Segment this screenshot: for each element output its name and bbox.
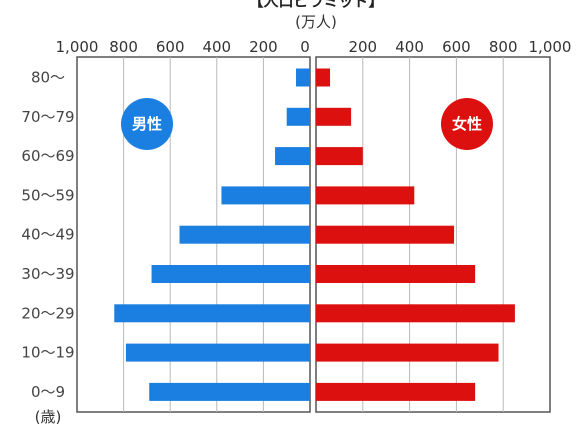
y-category-label: 50～59 xyxy=(21,186,74,204)
bar-male xyxy=(151,265,310,283)
male-legend-label: 男性 xyxy=(132,115,162,133)
x-tick-right: 400 xyxy=(395,38,424,56)
y-category-label: 10～19 xyxy=(21,344,74,362)
x-tick-left: 800 xyxy=(109,38,138,56)
bar-male xyxy=(286,107,310,126)
bar-female xyxy=(316,382,476,401)
unit-label: (万人) xyxy=(295,13,337,31)
x-tick-right: 600 xyxy=(442,38,471,56)
male-badge: 男性 xyxy=(121,98,173,150)
bar-male xyxy=(179,225,310,244)
bar-female xyxy=(316,304,515,323)
x-tick-left: 0 xyxy=(300,38,310,56)
bar-female xyxy=(316,147,363,166)
y-category-label: 20～29 xyxy=(21,304,74,322)
x-tick-right: 1,000 xyxy=(529,38,572,56)
bar-male xyxy=(125,343,311,362)
bar-female xyxy=(316,68,331,87)
male-badge-circle xyxy=(121,98,173,150)
x-tick-right: 200 xyxy=(348,38,377,56)
female-badge-circle xyxy=(441,98,493,150)
bar-male xyxy=(149,382,310,401)
bar-male xyxy=(296,68,310,87)
bar-female xyxy=(316,186,415,205)
y-unit-label: (歳) xyxy=(35,408,62,426)
bar-female xyxy=(316,225,455,244)
x-tick-left: 200 xyxy=(249,38,278,56)
bar-male xyxy=(114,304,310,323)
bar-male xyxy=(275,147,310,166)
chart-title: 【人口ピラミッド】 xyxy=(248,0,383,10)
x-tick-right: 800 xyxy=(489,38,518,56)
bar-female xyxy=(316,343,499,362)
bar-female xyxy=(316,265,476,283)
female-badge: 女性 xyxy=(441,98,493,150)
y-category-label: 60～69 xyxy=(21,147,74,165)
y-category-label: 0～9 xyxy=(31,383,65,401)
x-tick-left: 600 xyxy=(156,38,185,56)
y-category-label: 80～ xyxy=(31,69,65,87)
y-category-label: 30～39 xyxy=(21,265,74,283)
bar-male xyxy=(221,186,310,205)
y-category-label: 70～79 xyxy=(21,108,74,126)
x-tick-left: 1,000 xyxy=(56,38,99,56)
bar-female xyxy=(316,107,352,126)
y-category-label: 40～49 xyxy=(21,226,74,244)
labels: 1,000 800 600 400 200 0 200 400 600 800 1,000 80～ 70… xyxy=(21,38,571,401)
female-legend-label: 女性 xyxy=(452,115,482,133)
bars xyxy=(114,68,515,401)
x-tick-left: 400 xyxy=(202,38,231,56)
